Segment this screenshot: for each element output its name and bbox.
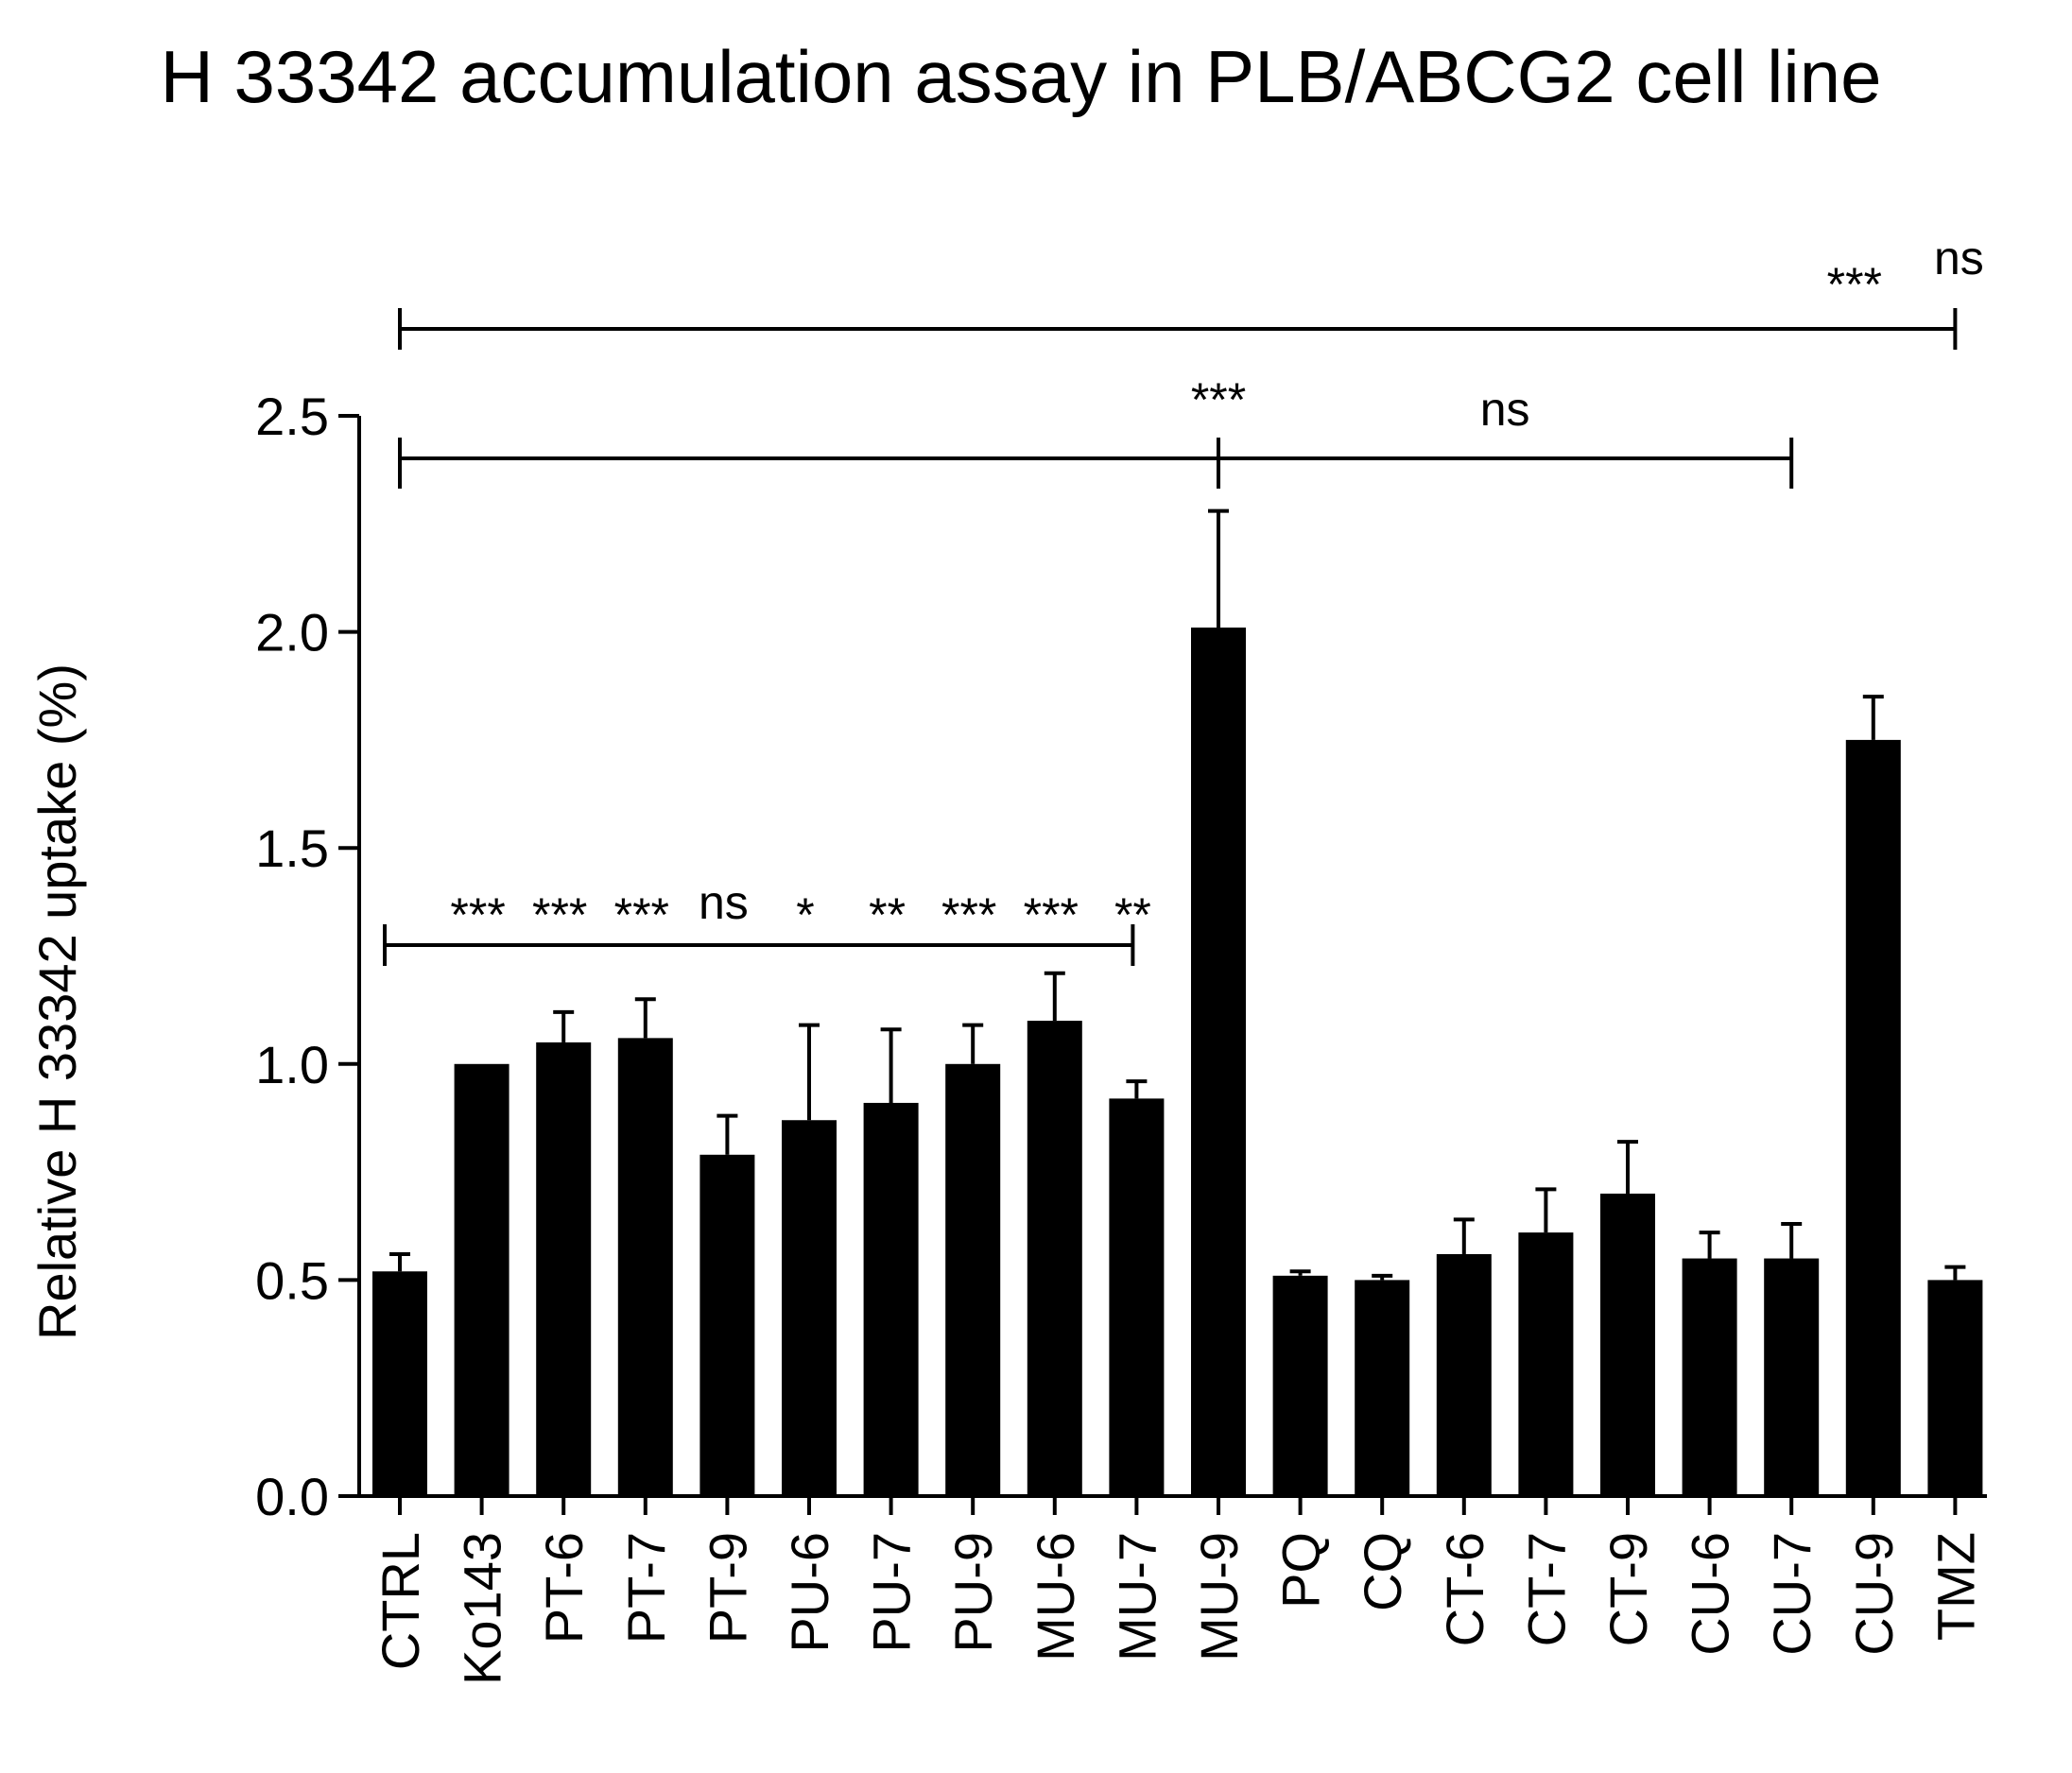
bar-ct-9 (1600, 1193, 1655, 1496)
bar-pt-7 (617, 1038, 673, 1496)
significance-label: ns (1480, 383, 1530, 436)
y-tick-label: 2.5 (255, 387, 329, 446)
bar-tmz (1927, 1280, 1983, 1496)
x-tick-label: TMZ (1925, 1532, 1985, 1641)
y-tick-label: 2.0 (255, 603, 329, 663)
x-tick-label: CU-9 (1844, 1532, 1904, 1656)
bar-ctrl (372, 1271, 427, 1496)
x-tick-label: PT-9 (698, 1532, 757, 1644)
x-tick-label: MU-9 (1189, 1532, 1249, 1661)
bar-ko143 (454, 1063, 509, 1496)
x-tick-label: CT-6 (1435, 1532, 1494, 1646)
x-tick-label: MU-6 (1026, 1532, 1085, 1661)
y-tick-label: 1.0 (255, 1035, 329, 1094)
x-tick-label: PT-6 (534, 1532, 594, 1644)
significance-label: *** (1191, 373, 1246, 426)
x-tick-label: CU-7 (1762, 1532, 1822, 1656)
y-tick-label: 1.5 (255, 818, 329, 878)
x-tick-label: CT-9 (1598, 1532, 1658, 1646)
significance-label: ** (869, 888, 906, 941)
bar-mu-9 (1191, 628, 1246, 1496)
x-tick-label: PU-9 (943, 1532, 1003, 1653)
bars (372, 508, 1983, 1496)
x-tick-label: PU-7 (862, 1532, 922, 1653)
chart-title: H 33342 accumulation assay in PLB/ABCG2 … (161, 35, 1882, 118)
x-tick-label: PT-7 (616, 1532, 676, 1644)
significance-label: *** (1024, 888, 1079, 941)
bar-ct-6 (1436, 1253, 1492, 1496)
significance-label: *** (614, 888, 669, 941)
bar-ct-7 (1518, 1232, 1574, 1496)
x-tick-label: CTRL (371, 1532, 430, 1670)
bar-cu-7 (1764, 1258, 1820, 1496)
axes: 0.0 0.5 1.0 1.5 2.0 2.5 CTRL Ko143 PT-6 PT-7 PT-9 P… (255, 387, 1987, 1685)
significance-label: *** (1827, 258, 1882, 311)
x-tick-label: Ko143 (453, 1532, 512, 1685)
bar-cu-6 (1682, 1258, 1737, 1496)
x-tick-label: CU-6 (1681, 1532, 1740, 1656)
x-tick-label: PU-6 (780, 1532, 839, 1653)
y-tick-label: 0.0 (255, 1467, 329, 1526)
x-tick-label: CT-7 (1516, 1532, 1576, 1646)
significance-label: *** (941, 888, 996, 941)
bar-pq (1272, 1275, 1328, 1496)
bar-mu-7 (1109, 1098, 1165, 1496)
bar-pt-9 (699, 1154, 755, 1496)
significance-label: *** (450, 888, 505, 941)
significance-label: ** (1114, 888, 1151, 941)
x-tick-label: PQ (1271, 1532, 1331, 1609)
y-axis-label: Relative H 33342 uptake (%) (27, 663, 87, 1340)
significance-label: ns (699, 876, 749, 929)
bar-cu-9 (1845, 739, 1901, 1496)
significance-annotations: *** *** *** ns * ** *** *** ***** ns*** ns (383, 232, 1984, 966)
significance-label: * (796, 888, 814, 941)
bar-cq (1355, 1280, 1410, 1496)
bar-pu-7 (863, 1102, 919, 1496)
x-tick-label: CQ (1353, 1532, 1412, 1611)
bar-mu-6 (1027, 1021, 1082, 1496)
y-tick-label: 0.5 (255, 1250, 329, 1310)
bar-pu-6 (782, 1120, 837, 1496)
significance-label: *** (532, 888, 587, 941)
bar-pu-9 (945, 1063, 1001, 1496)
x-tick-label: MU-7 (1107, 1532, 1166, 1661)
significance-label: ns (1934, 232, 1984, 284)
bar-pt-6 (536, 1041, 592, 1496)
